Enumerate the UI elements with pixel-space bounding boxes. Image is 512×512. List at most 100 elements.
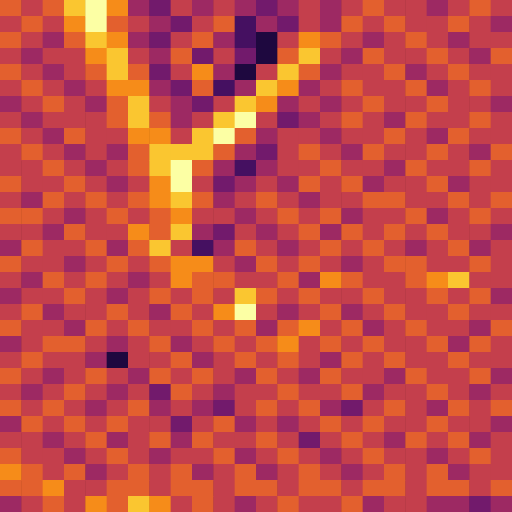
cell <box>171 352 193 369</box>
cell <box>235 48 257 65</box>
cell <box>192 16 214 33</box>
cell <box>448 0 470 17</box>
cell <box>405 336 427 353</box>
cell <box>128 96 150 113</box>
cell <box>277 112 299 129</box>
cell <box>341 64 363 81</box>
cell <box>192 384 214 401</box>
cell <box>384 256 406 273</box>
cell <box>171 496 193 512</box>
cell <box>491 0 512 17</box>
cell <box>107 48 129 65</box>
cell <box>128 16 150 33</box>
cell <box>341 112 363 129</box>
cell <box>427 320 449 337</box>
cell <box>363 48 385 65</box>
cell <box>192 352 214 369</box>
cell <box>256 160 278 177</box>
cell <box>448 272 470 289</box>
cell <box>0 0 22 17</box>
cell <box>64 448 86 465</box>
cell <box>320 144 342 161</box>
cell <box>21 240 43 257</box>
cell <box>235 384 257 401</box>
cell <box>256 384 278 401</box>
cell <box>107 352 129 369</box>
cell <box>149 480 171 497</box>
cell <box>85 0 107 17</box>
cell <box>277 96 299 113</box>
cell <box>21 272 43 289</box>
cell <box>107 32 129 49</box>
cell <box>128 480 150 497</box>
cell <box>256 16 278 33</box>
cell <box>43 320 65 337</box>
cell <box>277 48 299 65</box>
cell <box>341 32 363 49</box>
cell <box>427 112 449 129</box>
cell <box>43 80 65 97</box>
cell <box>192 448 214 465</box>
cell <box>491 320 512 337</box>
cell <box>405 192 427 209</box>
cell <box>192 336 214 353</box>
cell <box>448 192 470 209</box>
cell <box>235 480 257 497</box>
cell <box>171 400 193 417</box>
cell <box>256 96 278 113</box>
cell <box>427 272 449 289</box>
cell <box>427 224 449 241</box>
cell <box>192 48 214 65</box>
cell <box>277 384 299 401</box>
cell <box>363 496 385 512</box>
cell <box>469 16 491 33</box>
cell <box>405 384 427 401</box>
cell <box>299 64 321 81</box>
cell <box>427 48 449 65</box>
cell <box>64 432 86 449</box>
cell <box>256 416 278 433</box>
cell <box>320 480 342 497</box>
cell <box>405 48 427 65</box>
cell <box>341 432 363 449</box>
cell <box>107 64 129 81</box>
cell <box>469 352 491 369</box>
cell <box>149 192 171 209</box>
cell <box>469 80 491 97</box>
cell <box>21 32 43 49</box>
cell <box>256 144 278 161</box>
cell <box>320 464 342 481</box>
cell <box>491 352 512 369</box>
cell <box>213 304 235 321</box>
cell <box>384 368 406 385</box>
cell <box>427 432 449 449</box>
cell <box>491 240 512 257</box>
cell <box>0 480 22 497</box>
cell <box>235 240 257 257</box>
cell <box>64 416 86 433</box>
cell <box>128 416 150 433</box>
cell <box>299 320 321 337</box>
cell <box>384 272 406 289</box>
cell <box>149 256 171 273</box>
cell <box>256 304 278 321</box>
cell <box>341 400 363 417</box>
cell <box>85 160 107 177</box>
cell <box>384 384 406 401</box>
cell <box>448 496 470 512</box>
cell <box>0 96 22 113</box>
cell <box>0 48 22 65</box>
cell <box>427 0 449 17</box>
cell <box>21 160 43 177</box>
cell <box>320 16 342 33</box>
cell <box>128 80 150 97</box>
cell <box>171 432 193 449</box>
cell <box>64 480 86 497</box>
cell <box>384 16 406 33</box>
cell <box>85 336 107 353</box>
cell <box>427 448 449 465</box>
cell <box>469 112 491 129</box>
cell <box>149 160 171 177</box>
cell <box>405 160 427 177</box>
cell <box>128 160 150 177</box>
